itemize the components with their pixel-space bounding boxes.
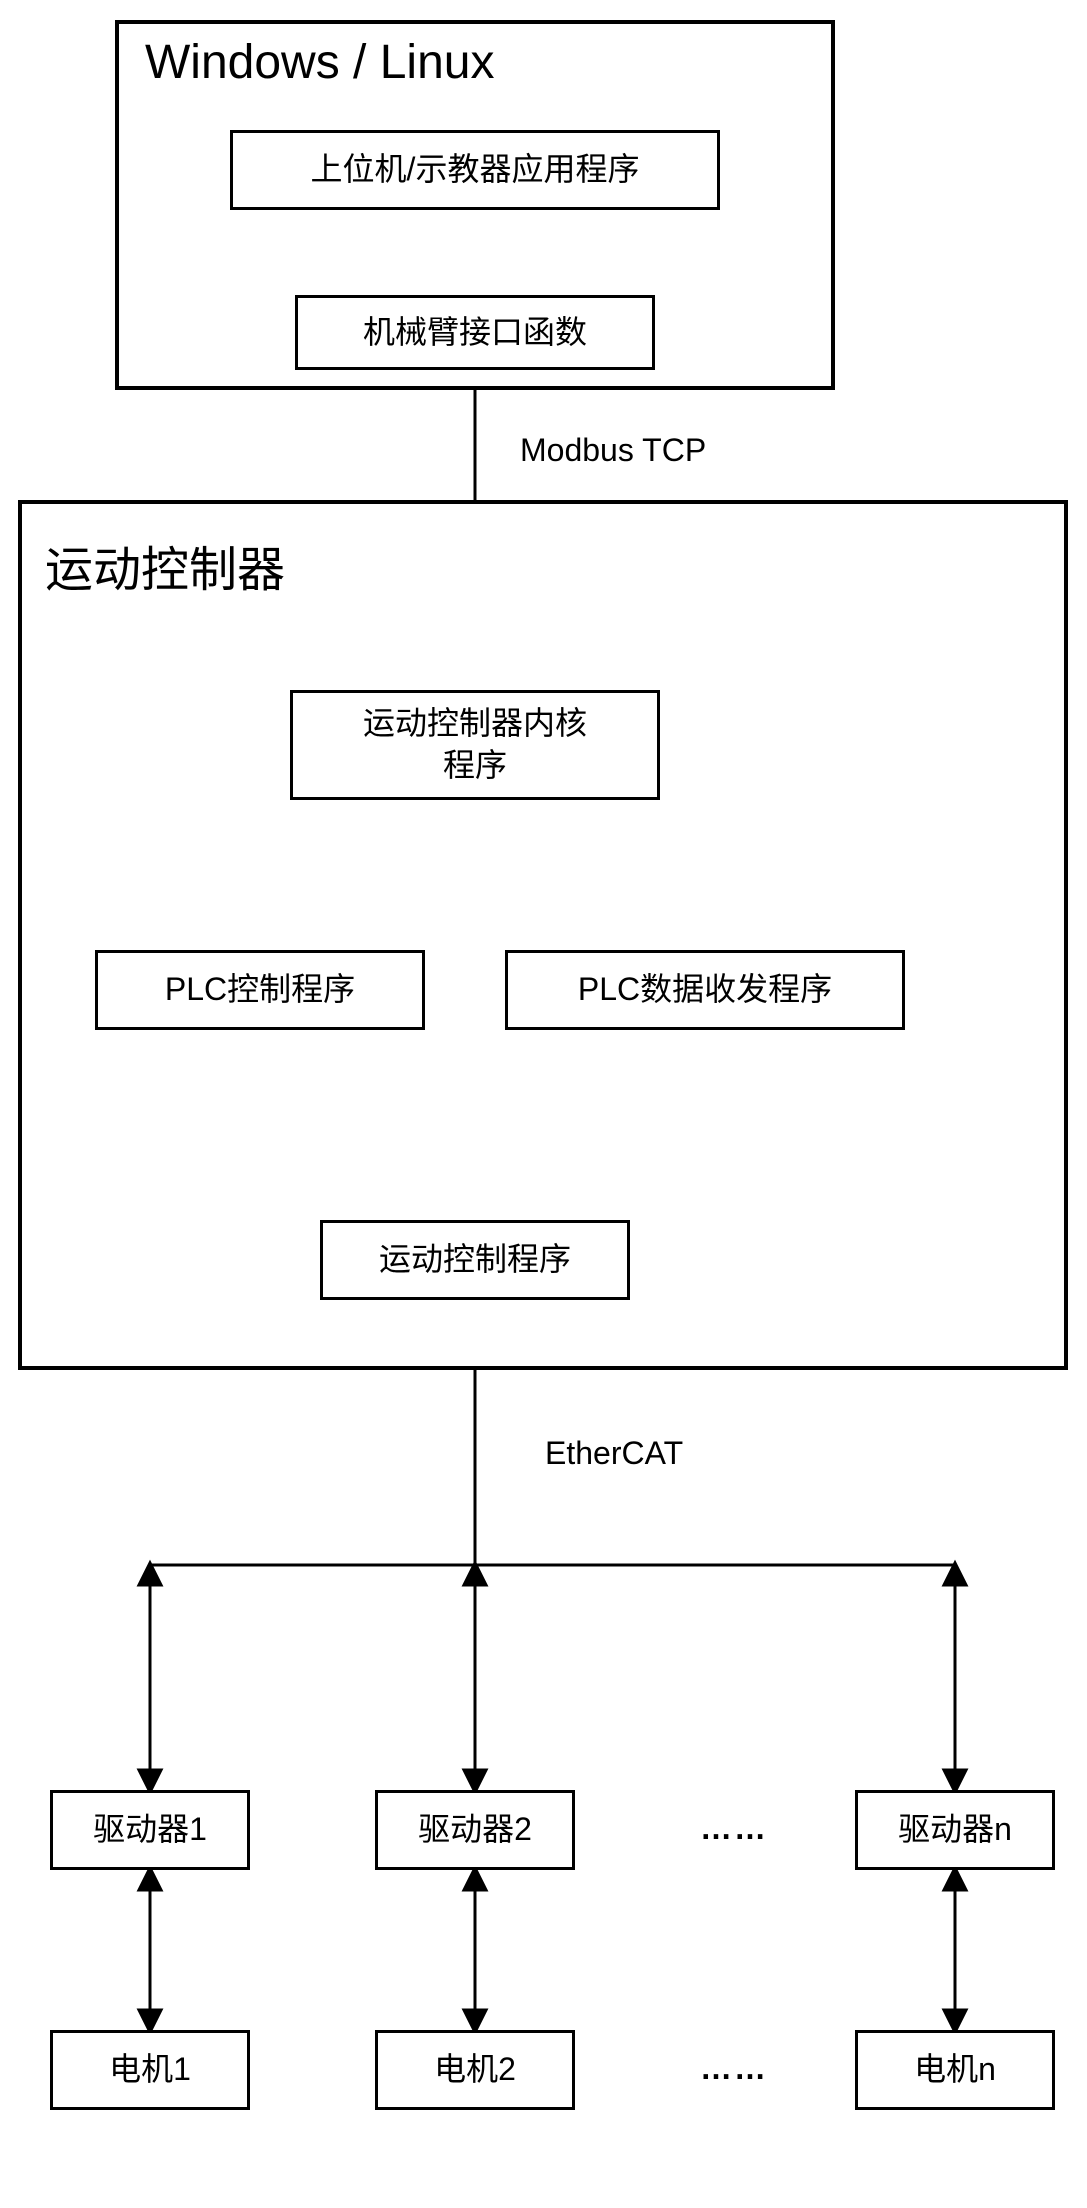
node-label: PLC数据收发程序 <box>578 969 832 1011</box>
node-motor-1: 电机1 <box>50 2030 250 2110</box>
node-plc-io: PLC数据收发程序 <box>505 950 905 1030</box>
ethercat-label: EtherCAT <box>545 1435 683 1472</box>
node-label: 驱动器2 <box>418 1809 532 1851</box>
node-arm-api: 机械臂接口函数 <box>295 295 655 370</box>
node-label: 驱动器1 <box>93 1809 207 1851</box>
modbus-label: Modbus TCP <box>520 432 706 469</box>
ellipsis-drivers: …… <box>700 1810 768 1847</box>
node-host-app: 上位机/示教器应用程序 <box>230 130 720 210</box>
node-label: 运动控制程序 <box>379 1239 571 1281</box>
os-title: Windows / Linux <box>145 35 494 90</box>
node-kernel: 运动控制器内核程序 <box>290 690 660 800</box>
node-driver-2: 驱动器2 <box>375 1790 575 1870</box>
node-label: 机械臂接口函数 <box>363 312 587 354</box>
node-label: 运动控制器内核程序 <box>363 703 587 786</box>
node-motor-2: 电机2 <box>375 2030 575 2110</box>
node-label: 上位机/示教器应用程序 <box>311 149 640 191</box>
node-motion: 运动控制程序 <box>320 1220 630 1300</box>
node-label: PLC控制程序 <box>165 969 355 1011</box>
node-label: 电机n <box>914 2049 996 2091</box>
node-driver-1: 驱动器1 <box>50 1790 250 1870</box>
node-plc-ctrl: PLC控制程序 <box>95 950 425 1030</box>
node-driver-n: 驱动器n <box>855 1790 1055 1870</box>
node-label: 电机1 <box>109 2049 191 2091</box>
controller-title: 运动控制器 <box>45 530 285 600</box>
node-label: 驱动器n <box>898 1809 1012 1851</box>
node-label: 电机2 <box>434 2049 516 2091</box>
ellipsis-motors: …… <box>700 2050 768 2087</box>
node-motor-n: 电机n <box>855 2030 1055 2110</box>
